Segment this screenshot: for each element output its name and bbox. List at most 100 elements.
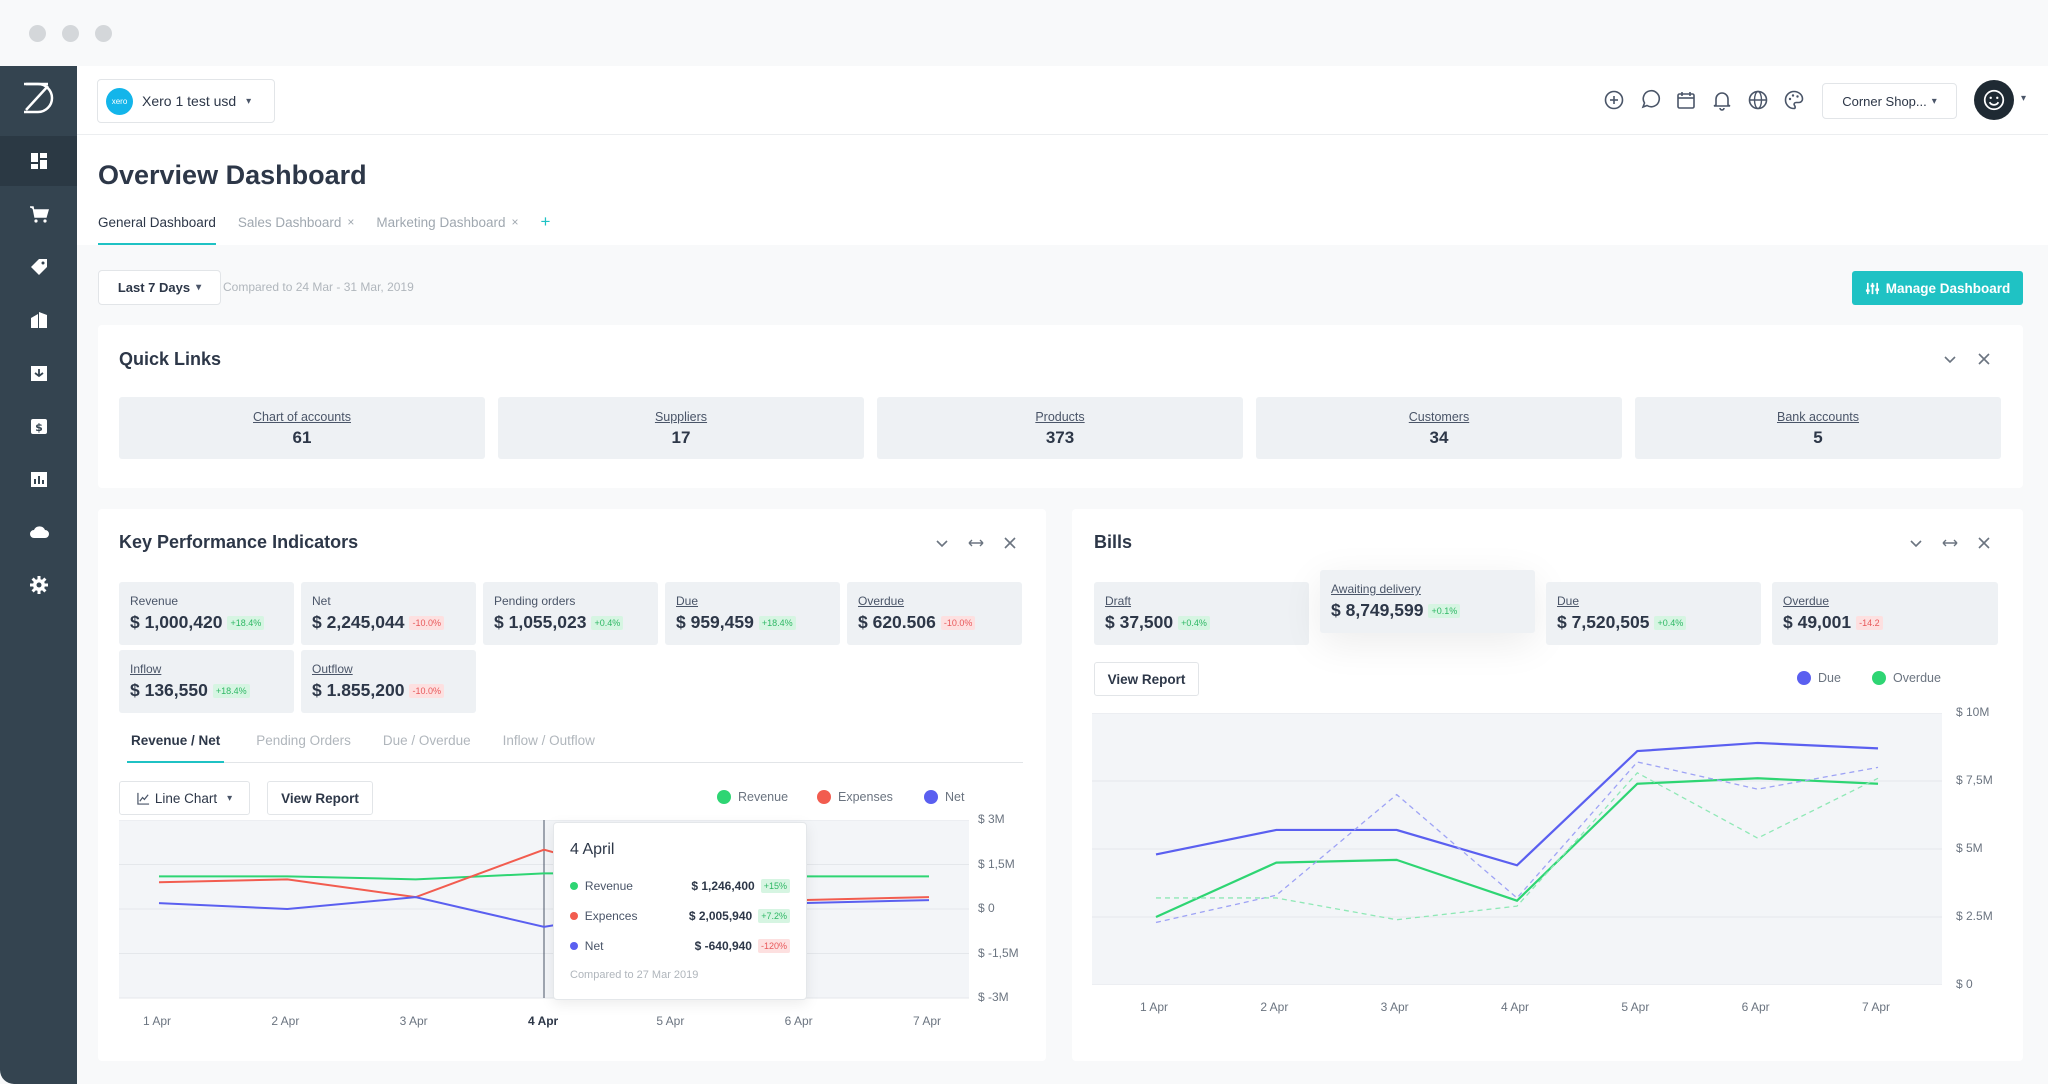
quick-link-products[interactable]: Products 373 [877,397,1243,459]
revenue-net-line-chart[interactable] [119,820,969,1030]
quick-link-bank-accounts[interactable]: Bank accounts 5 [1635,397,2001,459]
change-badge: +0.1% [1428,603,1461,618]
tab-general-dashboard[interactable]: General Dashboard [98,215,216,245]
x-tick-label: 6 Apr [1741,1000,1770,1014]
card-title: Quick Links [119,349,222,369]
legend-net: Net [924,790,964,804]
close-icon[interactable] [1976,351,1992,367]
change-badge: -10.0% [940,615,976,630]
tab-label: Marketing Dashboard [376,215,506,230]
tab-due-overdue[interactable]: Due / Overdue [382,733,471,748]
kpi-tile-net[interactable]: Net $ 2,245,044 -10.0% [301,582,476,645]
sidebar-item-inventory[interactable] [0,295,77,345]
bill-tile-awaiting-delivery[interactable]: Awaiting delivery $ 8,749,599 +0.1% [1320,570,1535,633]
date-range-select[interactable]: Last 7 Days ▾ [98,270,221,305]
close-icon[interactable] [1002,535,1018,551]
globe-icon[interactable] [1747,89,1769,111]
kpi-value: $ 37,500 [1105,612,1174,632]
y-tick-label: $ -1,5M [978,945,1019,960]
close-icon[interactable]: × [511,215,519,229]
expand-arrows-icon[interactable] [968,535,984,551]
change-badge: +0.4% [1178,615,1210,630]
quick-link-suppliers[interactable]: Suppliers 17 [498,397,864,459]
bill-tile-overdue[interactable]: Overdue $ 49,001 -14.2 [1772,582,1998,645]
close-icon[interactable]: × [347,215,355,229]
card-title: Bills [1094,532,1133,552]
tooltip-row-expenses: Expences $ 2,005,940 +7.2% [570,901,790,931]
quick-link-value: 61 [292,428,312,447]
change-badge: -10.0% [409,683,444,698]
add-icon[interactable] [1603,89,1625,111]
chart-type-select[interactable]: Line Chart ▾ [119,781,250,815]
chevron-down-icon[interactable]: ▾ [2021,93,2027,104]
kpi-value: $ 7,520,505 [1557,612,1650,632]
kpi-tile-pending-orders[interactable]: Pending orders $ 1,055,023 +0.4% [483,582,658,645]
sidebar-item-settings[interactable] [0,560,77,610]
kpi-tile-due[interactable]: Due $ 959,459 +18.4% [665,582,840,645]
collapse-chevron-icon[interactable] [934,535,950,551]
legend-swatch [1872,671,1886,685]
quick-link-label: Bank accounts [1777,410,1859,424]
tooltip-series-name: Net [584,939,604,953]
kpi-tile-revenue[interactable]: Revenue $ 1,000,420 +18.4% [119,582,294,645]
sidebar-item-reports[interactable] [0,454,77,504]
manage-dashboard-button[interactable]: Manage Dashboard [1852,271,2023,305]
sidebar-item-cloud[interactable] [0,507,77,557]
shop-select[interactable]: Corner Shop... ▾ [1822,83,1957,119]
tab-inflow-outflow[interactable]: Inflow / Outflow [502,733,595,748]
quick-link-chart-of-accounts[interactable]: Chart of accounts 61 [119,397,485,459]
dashboard-icon [30,153,47,169]
bill-tile-due[interactable]: Due $ 7,520,505 +0.4% [1546,582,1761,645]
kpi-chart-tabs: Revenue / Net Pending Orders Due / Overd… [127,733,1023,763]
sidebar-item-finance[interactable]: $ [0,401,77,451]
x-tick-label: 4 Apr [528,1014,559,1028]
kpi-value: $ 620.506 [858,612,936,632]
kpi-tile-outflow[interactable]: Outflow $ 1.855,200 -10.0% [301,650,476,713]
quick-link-label: Chart of accounts [253,410,351,424]
avatar[interactable] [1974,80,2014,120]
sidebar-item-dashboard[interactable] [0,136,77,186]
cloud-icon [29,526,49,538]
close-icon[interactable] [1976,535,1992,551]
x-tick-label: 7 Apr [1862,1000,1891,1014]
tooltip-series-name: Expences [584,909,638,923]
tab-marketing-dashboard[interactable]: Marketing Dashboard × [376,215,518,245]
bills-line-chart[interactable] [1092,713,1942,985]
view-report-button[interactable]: View Report [1094,662,1199,696]
bell-icon[interactable] [1711,89,1733,111]
x-tick-label: 7 Apr [913,1014,942,1028]
quick-link-customers[interactable]: Customers 34 [1256,397,1622,459]
sidebar-item-archive[interactable] [0,348,77,398]
tab-sales-dashboard[interactable]: Sales Dashboard × [238,215,355,245]
expand-arrows-icon[interactable] [1942,535,1958,551]
change-badge: -120% [757,939,790,953]
window-minimize-dot[interactable] [62,25,79,42]
window-close-dot[interactable] [29,25,46,42]
tab-revenue-net[interactable]: Revenue / Net [127,733,225,763]
app-logo-icon[interactable] [18,78,58,118]
kpi-value: $ 136,550 [130,680,208,700]
kpi-label: Revenue [130,594,179,608]
sidebar-item-products[interactable] [0,242,77,292]
collapse-chevron-icon[interactable] [1908,535,1924,551]
tab-pending-orders[interactable]: Pending Orders [256,733,351,748]
change-badge: +18.4% [758,615,796,630]
kpi-label: Awaiting delivery [1331,582,1421,596]
sidebar-item-sales[interactable] [0,189,77,239]
tab-label: Sales Dashboard [237,215,342,230]
bill-tile-draft[interactable]: Draft $ 37,500 +0.4% [1094,582,1309,645]
kpi-label: Pending orders [494,594,576,608]
kpi-tile-inflow[interactable]: Inflow $ 136,550 +18.4% [119,650,294,713]
x-tick-label: 5 Apr [656,1014,685,1028]
organization-select[interactable]: xero Xero 1 test usd ▾ [97,79,275,123]
collapse-chevron-icon[interactable] [1942,351,1958,367]
window-maximize-dot[interactable] [95,25,112,42]
window-titlebar [0,0,2048,66]
palette-icon[interactable] [1783,89,1805,111]
add-tab-button[interactable]: + [540,212,551,231]
view-report-button[interactable]: View Report [267,781,373,815]
calendar-icon[interactable] [1675,89,1697,111]
chat-icon[interactable] [1639,89,1661,111]
kpi-tile-overdue[interactable]: Overdue $ 620.506 -10.0% [847,582,1022,645]
